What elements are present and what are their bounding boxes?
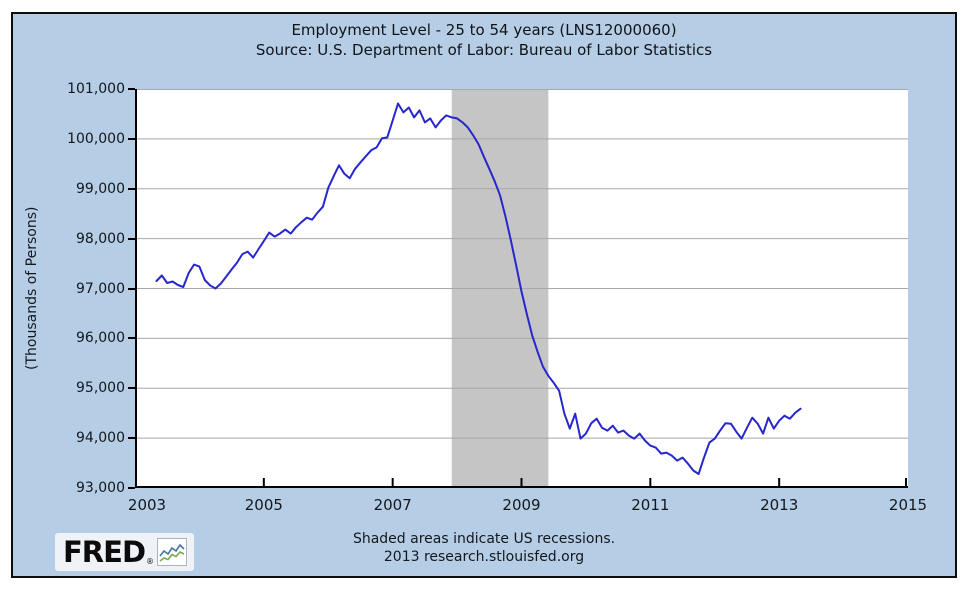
y-axis-label: 94,000 [76,430,125,447]
y-tick [128,187,135,190]
x-tick [391,478,394,486]
chart-footer: Shaded areas indicate US recessions. 201… [13,530,955,566]
x-tick [778,478,781,486]
x-axis-label: 2009 [502,496,541,514]
x-tick [905,478,907,486]
plot-area [135,89,908,488]
x-axis-label: 2013 [760,496,799,514]
recession-note: Shaded areas indicate US recessions. [352,531,616,547]
source-credit: 2013 research.stlouisfed.org [383,549,585,565]
y-axis-label: 97,000 [76,280,125,297]
chart-title: Employment Level - 25 to 54 years (LNS12… [291,21,677,39]
x-axis-label: 2005 [244,496,283,514]
employment-line [155,102,802,475]
y-tick [128,437,135,440]
y-tick [128,387,135,390]
x-axis-label: 2003 [127,496,167,514]
y-axis-label: 95,000 [76,380,125,397]
y-tick [128,137,135,140]
plot-svg [135,89,908,488]
y-tick [128,287,135,290]
x-axis-label: 2011 [631,496,670,514]
x-axis-label: 2015 [888,496,928,514]
chart-header: Employment Level - 25 to 54 years (LNS12… [13,20,955,60]
y-axis-title: (Thousands of Persons) [24,206,40,371]
y-axis-label: 93,000 [76,480,125,496]
y-axis-line [135,89,137,488]
y-tick [128,337,135,340]
y-axis-label: 98,000 [76,230,125,247]
chart-frame: Employment Level - 25 to 54 years (LNS12… [11,12,957,578]
registered-mark: ® [146,557,155,566]
x-tick [520,478,523,486]
y-axis-label: 96,000 [76,330,125,347]
x-axis-line [135,486,908,488]
x-tick [262,478,265,486]
fred-logo: FRED ® [55,533,195,571]
y-tick [128,237,135,240]
fred-logo-text: FRED [63,535,146,569]
y-axis-label: 99,000 [76,180,125,197]
y-axis-label: 100,000 [67,130,125,147]
y-axis-label: 101,000 [67,81,125,97]
fred-logo-chart-icon [157,538,188,566]
x-axis-label: 2007 [373,496,412,514]
x-tick [649,478,652,486]
y-tick [128,487,135,489]
y-tick [128,88,135,90]
chart-source: Source: U.S. Department of Labor: Bureau… [255,41,713,59]
